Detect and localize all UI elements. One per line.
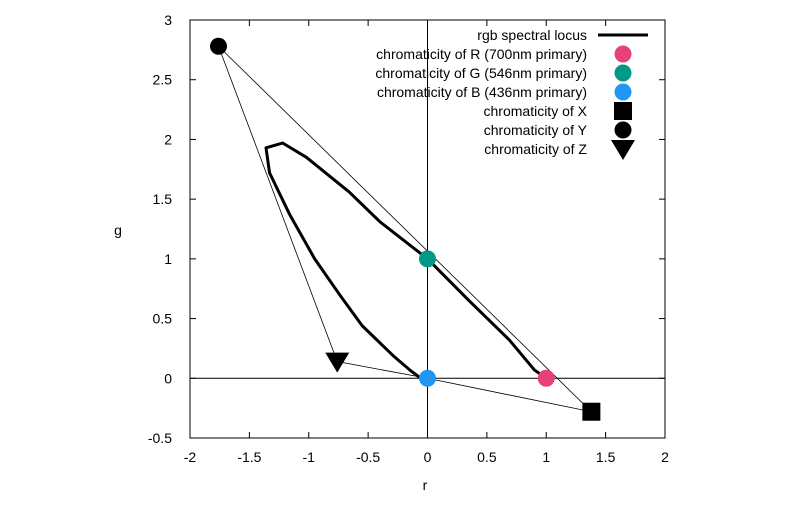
x-tick-label: -0.5 — [356, 449, 380, 465]
legend-label: chromaticity of G (546nm primary) — [375, 65, 587, 81]
x-tick-label: -2 — [184, 449, 197, 465]
legend-marker — [611, 140, 635, 160]
data-point — [419, 369, 436, 387]
y-tick-label: 2.5 — [153, 72, 173, 88]
legend-marker — [614, 45, 632, 63]
y-tick-label: 1.5 — [153, 191, 173, 207]
x-axis-label: r — [423, 477, 428, 493]
x-tick-label: -1.5 — [237, 449, 261, 465]
data-point — [537, 369, 555, 387]
legend-label: chromaticity of Y — [484, 122, 588, 138]
x-tick-label: 1.5 — [596, 449, 616, 465]
legend-label: chromaticity of X — [484, 103, 588, 119]
legend-label: chromaticity of Z — [484, 141, 587, 157]
y-tick-label: 1 — [164, 251, 172, 267]
x-tick-label: 0 — [424, 449, 432, 465]
y-axis-label: g — [114, 222, 122, 238]
x-tick-label: 0.5 — [477, 449, 497, 465]
data-point — [582, 402, 601, 421]
legend-marker — [614, 102, 632, 120]
legend-label: rgb spectral locus — [477, 27, 587, 43]
data-point — [325, 352, 350, 373]
data-point — [419, 250, 436, 268]
data-point — [210, 37, 227, 55]
y-tick-label: 0.5 — [153, 311, 173, 327]
y-tick-label: -0.5 — [148, 430, 172, 446]
legend-marker — [614, 83, 632, 101]
xyz-triangle — [218, 45, 593, 413]
x-tick-label: -1 — [303, 449, 316, 465]
y-tick-label: 2 — [164, 131, 172, 147]
legend-marker — [614, 121, 632, 139]
y-tick-label: 0 — [164, 370, 172, 386]
x-tick-label: 1 — [542, 449, 550, 465]
legend-marker — [614, 64, 632, 82]
spectral-locus-line — [264, 141, 548, 380]
y-tick-label: 3 — [164, 12, 172, 28]
legend-label: chromaticity of B (436nm primary) — [377, 84, 587, 100]
x-tick-label: 2 — [661, 449, 669, 465]
legend-label: chromaticity of R (700nm primary) — [376, 46, 587, 62]
